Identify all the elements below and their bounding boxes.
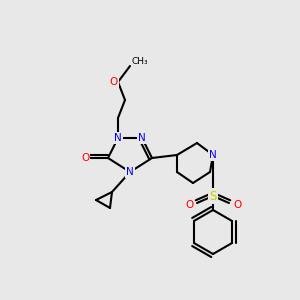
Text: N: N xyxy=(126,167,134,177)
Text: O: O xyxy=(233,200,241,210)
Text: CH₃: CH₃ xyxy=(132,58,148,67)
Text: N: N xyxy=(138,133,146,143)
Text: N: N xyxy=(114,133,122,143)
Text: N: N xyxy=(209,150,217,160)
Text: O: O xyxy=(81,153,89,163)
Text: O: O xyxy=(110,77,118,87)
Text: S: S xyxy=(209,190,217,202)
Text: O: O xyxy=(185,200,193,210)
